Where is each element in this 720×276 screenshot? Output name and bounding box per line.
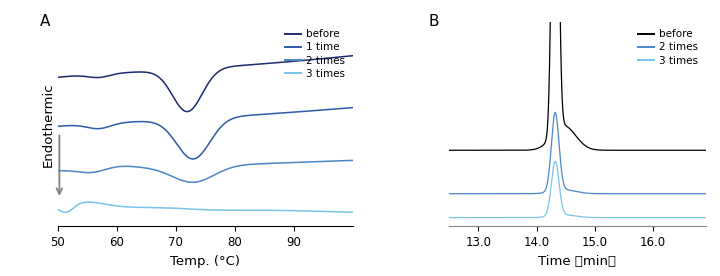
Text: A: A [40, 14, 50, 29]
Text: B: B [428, 14, 439, 29]
Legend: before, 1 time, 2 times, 3 times: before, 1 time, 2 times, 3 times [284, 27, 347, 81]
Y-axis label: Endothermic: Endothermic [42, 82, 55, 166]
X-axis label: Time （min）: Time （min） [539, 254, 616, 268]
X-axis label: Temp. (°C): Temp. (°C) [170, 254, 240, 268]
Legend: before, 2 times, 3 times: before, 2 times, 3 times [636, 27, 701, 68]
